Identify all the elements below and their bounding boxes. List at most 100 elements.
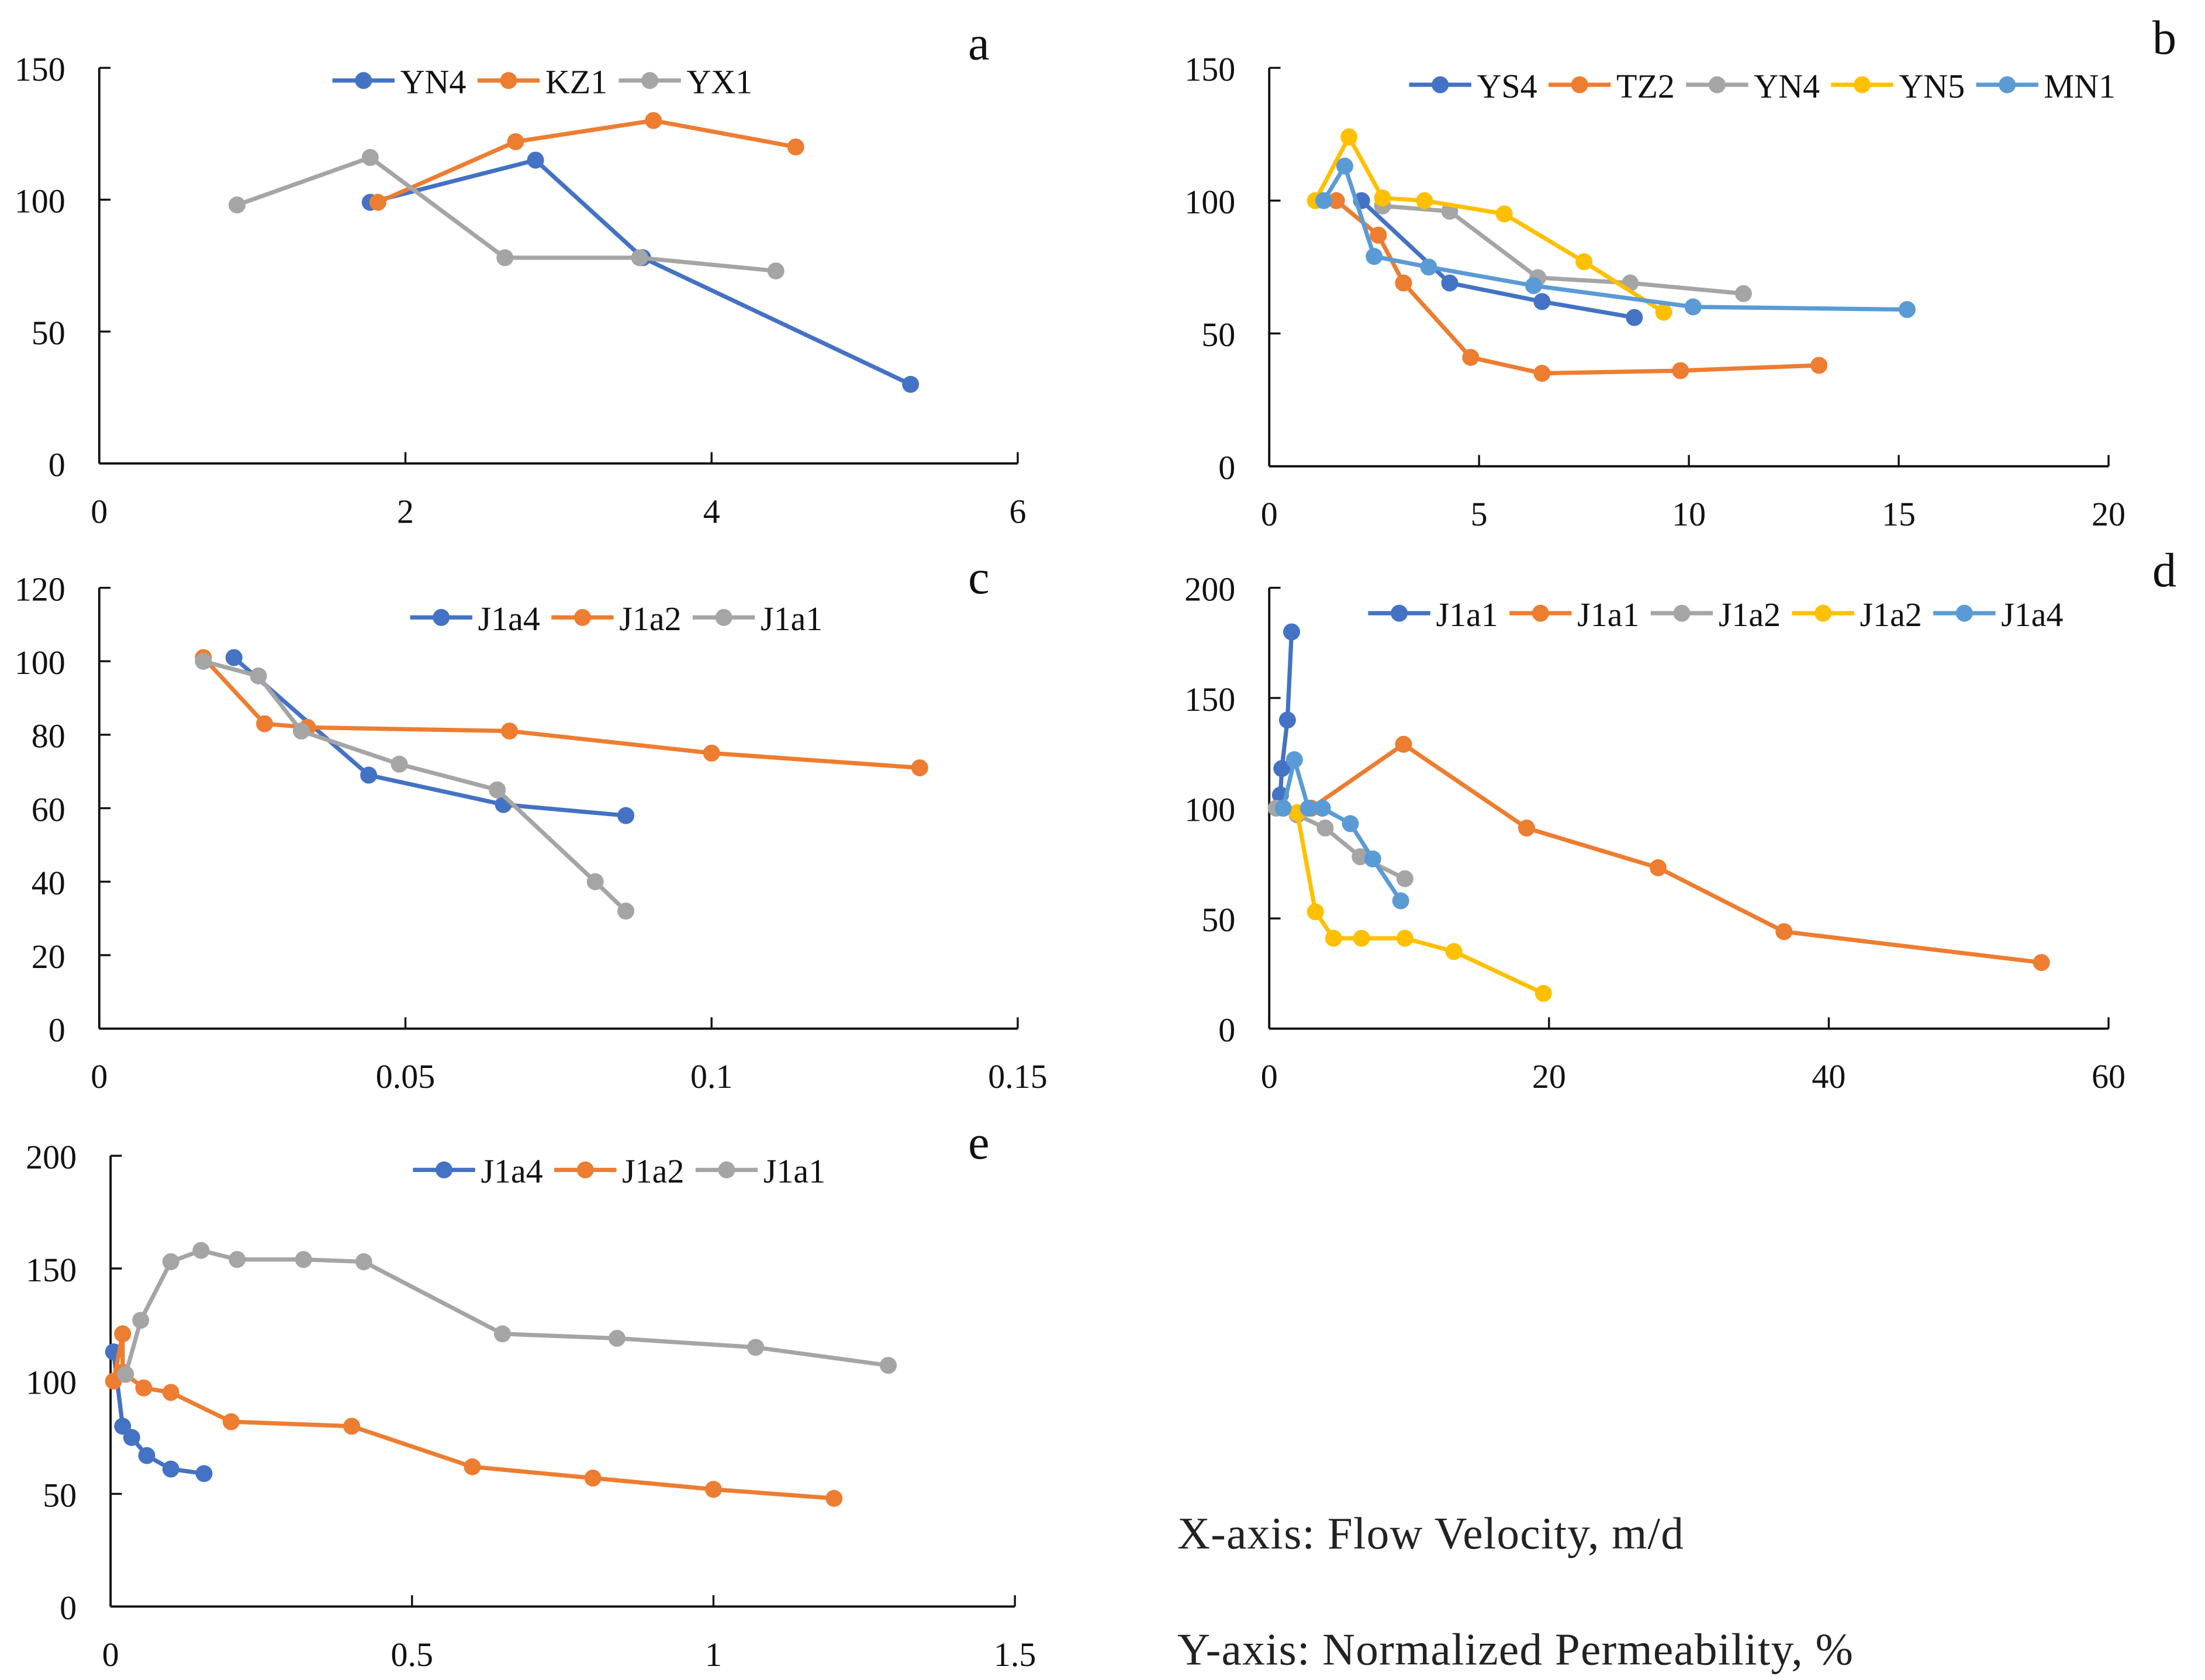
data-point [162, 1253, 179, 1270]
panel-label: e [968, 1116, 989, 1169]
series-mn1 [1315, 157, 1916, 319]
x-tick-label: 0 [1261, 495, 1278, 533]
y-tick-label: 150 [1184, 680, 1235, 718]
data-point [195, 1465, 213, 1482]
y-tick-label: 50 [1201, 316, 1235, 354]
y-tick-label: 0 [49, 446, 65, 484]
legend-label: KZ1 [545, 63, 607, 101]
x-tick-label: 20 [1532, 1057, 1566, 1095]
legend-marker [436, 1161, 453, 1178]
data-point [369, 193, 386, 211]
legend: J1a1 J1a1 J1a2 J1a2 J1a4 [1368, 596, 2064, 634]
data-point [123, 1429, 140, 1446]
series-j1a1 [195, 652, 635, 920]
x-tick-label: 5 [1471, 495, 1488, 533]
y-tick-label: 150 [26, 1251, 77, 1289]
series-j1a2 [105, 1325, 843, 1507]
data-point [295, 1251, 312, 1268]
y-tick-label: 150 [1184, 50, 1235, 88]
data-point [1374, 189, 1391, 207]
data-point [703, 744, 720, 762]
data-point [1285, 751, 1303, 769]
data-point [1441, 274, 1459, 292]
data-point [1392, 892, 1409, 910]
legend-label: J1a4 [481, 1152, 542, 1190]
y-tick-label: 200 [1184, 570, 1235, 608]
data-point [360, 766, 378, 784]
legend-marker [1999, 76, 2016, 94]
legend-marker [1815, 604, 1832, 622]
series-kz1 [369, 112, 804, 211]
data-point [1352, 848, 1369, 866]
legend-marker [1432, 76, 1449, 94]
data-point [631, 249, 648, 267]
legend-marker [1708, 76, 1726, 94]
x-axis-note: X-axis: Flow Velocity, m/d [1177, 1508, 1684, 1558]
y-tick-label: 200 [26, 1138, 77, 1176]
legend-label: YN4 [400, 63, 466, 101]
legend: YS4 TZ2 YN4 YN5 MN1 [1409, 67, 2116, 105]
y-tick-label: 20 [32, 938, 65, 976]
data-point [1672, 362, 1689, 379]
series-j1a4 [105, 1343, 213, 1482]
legend-label: J1a2 [1719, 596, 1781, 634]
data-point [1340, 128, 1358, 146]
y-tick-label: 50 [1201, 901, 1235, 939]
x-tick-label: 4 [703, 492, 720, 530]
data-point [1274, 800, 1292, 817]
data-point [1533, 293, 1551, 310]
data-point [584, 1470, 602, 1487]
legend-label: J1a1 [761, 600, 822, 638]
data-point [1495, 205, 1513, 223]
chart-d: 0 20 40 60 0 50 100 150 200 d J1a1 J1a1 J1a2 J1a2 J1a4 [1184, 544, 2176, 1095]
data-point [902, 375, 920, 393]
data-point [1533, 365, 1551, 382]
chart-c: 0 0.05 0.1 0.15 0 20 40 60 80 100 120 c J1a4 J1a2 J1a1 [15, 551, 1048, 1095]
data-point [1445, 943, 1463, 960]
data-point [1775, 923, 1793, 941]
series-line [232, 656, 626, 818]
data-point [617, 903, 635, 920]
panel-label: c [968, 551, 989, 604]
data-point [390, 755, 408, 773]
series-j1a4 [1274, 751, 1409, 910]
legend-label: J1a1 [1577, 596, 1639, 634]
data-point [494, 1325, 511, 1343]
legend-marker [1391, 604, 1408, 622]
series-yx1 [228, 148, 784, 279]
data-point [586, 873, 604, 890]
x-tick-label: 0 [102, 1636, 119, 1674]
data-point [1325, 929, 1342, 947]
legend-label: YS4 [1477, 67, 1537, 105]
series-line [202, 656, 920, 770]
data-point [135, 1379, 153, 1396]
series-line [123, 1248, 889, 1375]
data-point [117, 1366, 134, 1383]
series-j1a2 [1274, 800, 1552, 1002]
chart-a: 0 2 4 6 0 50 100 150 a YN4 KZ1 YX1 [15, 17, 1027, 531]
x-tick-label: 0.15 [988, 1057, 1048, 1095]
x-tick-label: 10 [1672, 495, 1706, 533]
x-tick-label: 20 [2092, 495, 2125, 533]
legend-label: YX1 [687, 63, 753, 101]
x-tick-label: 0 [91, 492, 108, 530]
data-point [114, 1418, 132, 1435]
data-point [222, 1413, 240, 1430]
legend-label: J1a4 [478, 600, 540, 638]
y-tick-label: 40 [32, 864, 65, 902]
data-point [1314, 800, 1331, 817]
legend-label: J1a1 [763, 1152, 825, 1190]
series-j1a1 [1274, 735, 2050, 972]
data-point [355, 1253, 372, 1270]
data-point [1370, 226, 1387, 244]
data-point [1420, 258, 1437, 276]
data-point [138, 1447, 155, 1464]
legend-marker [641, 72, 659, 89]
legend-marker [1854, 76, 1871, 94]
data-point [1342, 815, 1359, 832]
data-point [704, 1481, 722, 1498]
data-point [496, 249, 514, 267]
x-tick-label: 6 [1009, 492, 1026, 530]
data-point [1655, 303, 1672, 321]
data-point [1395, 274, 1412, 292]
